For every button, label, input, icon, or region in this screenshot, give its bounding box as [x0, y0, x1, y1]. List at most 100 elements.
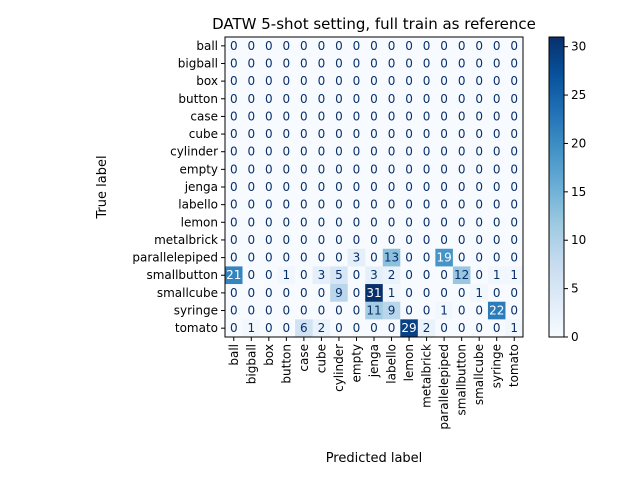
- cell-smallcube-ball: [225, 284, 243, 303]
- y-tick-label-smallcube: smallcube: [157, 286, 218, 300]
- x-tick-label-parallelepiped: parallelepiped: [437, 344, 451, 430]
- cell-metalbrick-smallcube: [470, 231, 489, 250]
- cell-value-cube-bigball: 0: [247, 127, 255, 141]
- cell-value-bigball-cylinder: 0: [335, 56, 343, 70]
- cell-smallbutton-smallcube: [470, 266, 489, 285]
- cell-value-parallelepiped-jenga: 0: [370, 251, 378, 265]
- cell-metalbrick-lemon: [400, 231, 419, 250]
- cell-lemon-parallelepiped: [435, 213, 454, 232]
- cell-value-tomato-smallcube: 0: [475, 321, 483, 335]
- cell-value-case-box: 0: [265, 109, 273, 123]
- cell-value-empty-cylinder: 0: [335, 162, 343, 176]
- cell-cylinder-parallelepiped: [435, 142, 454, 161]
- y-tick-labels: ball bigball box button case cube cylinder empt…: [132, 39, 225, 335]
- cell-jenga-metalbrick: [417, 178, 436, 197]
- cell-value-jenga-labello: 0: [388, 180, 396, 194]
- cell-ball-ball: [225, 37, 243, 55]
- cell-labello-cylinder: [330, 195, 349, 214]
- cell-value-tomato-box: 0: [265, 321, 273, 335]
- x-tick-label-empty: empty: [349, 344, 363, 383]
- cell-value-empty-metalbrick: 0: [423, 162, 431, 176]
- cell-metalbrick-tomato: [505, 231, 524, 250]
- cell-value-cylinder-bigball: 0: [247, 145, 255, 159]
- cell-value-smallbutton-button: 1: [283, 268, 291, 282]
- cell-bigball-cube: [312, 54, 331, 73]
- cell-ball-cube: [312, 37, 331, 55]
- cell-smallbutton-smallbutton: [452, 266, 471, 285]
- cell-cylinder-box: [260, 142, 278, 161]
- cell-tomato-cylinder: [330, 319, 349, 338]
- cell-bigball-bigball: [242, 54, 261, 73]
- cell-empty-tomato: [505, 160, 524, 179]
- x-axis-label: Predicted label: [326, 451, 423, 466]
- cell-labello-button: [277, 195, 296, 214]
- cell-ball-cylinder: [330, 37, 349, 55]
- cell-value-syringe-box: 0: [265, 304, 273, 318]
- y-tick-label-button: button: [178, 92, 218, 106]
- cell-case-metalbrick: [417, 107, 436, 126]
- cell-value-box-jenga: 0: [370, 74, 378, 88]
- cell-labello-lemon: [400, 195, 419, 214]
- cell-value-case-smallcube: 0: [475, 109, 483, 123]
- cell-value-tomato-lemon: 29: [401, 321, 416, 335]
- cell-value-labello-syringe: 0: [493, 198, 501, 212]
- colorbar-tick-label-5: 5: [571, 282, 579, 296]
- cell-value-case-empty: 0: [353, 109, 361, 123]
- cell-lemon-smallbutton: [452, 213, 471, 232]
- cell-value-jenga-smallbutton: 0: [458, 180, 466, 194]
- cell-syringe-empty: [347, 301, 366, 320]
- cell-tomato-lemon: [400, 319, 419, 338]
- cell-value-tomato-button: 0: [283, 321, 291, 335]
- cell-parallelepiped-bigball: [242, 248, 261, 267]
- cell-box-parallelepiped: [435, 72, 454, 91]
- cell-cylinder-cylinder: [330, 142, 349, 161]
- cell-value-jenga-button: 0: [283, 180, 291, 194]
- colorbar: [548, 36, 565, 338]
- cell-value-syringe-parallelepiped: 1: [440, 304, 448, 318]
- cell-metalbrick-button: [277, 231, 296, 250]
- cell-value-parallelepiped-labello: 13: [384, 251, 399, 265]
- cell-smallcube-case: [295, 284, 313, 303]
- cell-button-labello: [382, 89, 401, 108]
- cell-tomato-smallbutton: [452, 319, 471, 338]
- cell-syringe-case: [295, 301, 313, 320]
- colorbar-tick-label-25: 25: [571, 88, 586, 102]
- cell-value-tomato-case: 6: [300, 321, 308, 335]
- cell-syringe-box: [260, 301, 278, 320]
- cell-syringe-tomato: [505, 301, 524, 320]
- cell-value-smallbutton-labello: 2: [388, 268, 396, 282]
- cell-jenga-cylinder: [330, 178, 349, 197]
- cell-smallcube-tomato: [505, 284, 524, 303]
- cell-empty-button: [277, 160, 296, 179]
- cell-case-smallbutton: [452, 107, 471, 126]
- cell-value-smallcube-cylinder: 9: [335, 286, 343, 300]
- cell-value-jenga-lemon: 0: [405, 180, 413, 194]
- y-tick-label-cylinder: cylinder: [170, 145, 218, 159]
- cell-smallbutton-jenga: [365, 266, 384, 285]
- cell-value-bigball-bigball: 0: [247, 56, 255, 70]
- y-tick-label-metalbrick: metalbrick: [154, 233, 218, 247]
- y-tick-label-ball: ball: [196, 39, 218, 53]
- cell-value-metalbrick-bigball: 0: [247, 233, 255, 247]
- cell-labello-smallbutton: [452, 195, 471, 214]
- cell-value-bigball-smallbutton: 0: [458, 56, 466, 70]
- cell-parallelepiped-case: [295, 248, 313, 267]
- cell-empty-metalbrick: [417, 160, 436, 179]
- cell-value-case-syringe: 0: [493, 109, 501, 123]
- cell-cylinder-empty: [347, 142, 366, 161]
- cell-case-smallcube: [470, 107, 489, 126]
- cell-jenga-cube: [312, 178, 331, 197]
- cell-empty-bigball: [242, 160, 261, 179]
- cell-value-labello-case: 0: [300, 198, 308, 212]
- cell-value-button-bigball: 0: [247, 92, 255, 106]
- cell-smallcube-empty: [347, 284, 366, 303]
- cell-jenga-empty: [347, 178, 366, 197]
- cell-case-bigball: [242, 107, 261, 126]
- cell-value-tomato-syringe: 0: [493, 321, 501, 335]
- cell-empty-empty: [347, 160, 366, 179]
- cell-value-jenga-cylinder: 0: [335, 180, 343, 194]
- cell-box-metalbrick: [417, 72, 436, 91]
- cell-value-parallelepiped-cube: 0: [318, 251, 326, 265]
- cell-value-metalbrick-metalbrick: 0: [423, 233, 431, 247]
- cell-value-empty-labello: 0: [388, 162, 396, 176]
